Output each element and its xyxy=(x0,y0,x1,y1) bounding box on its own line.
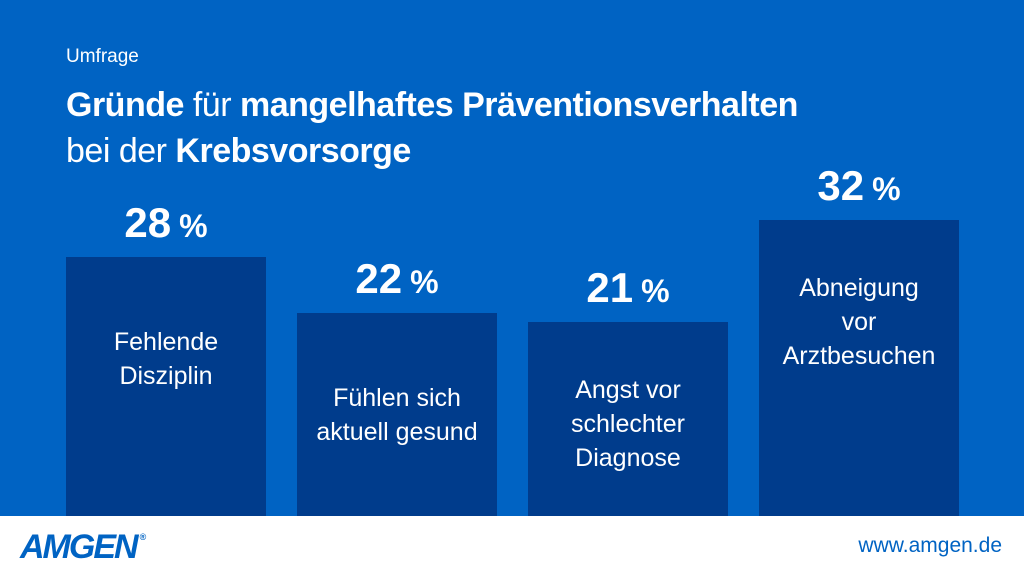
category-line: Fühlen sich xyxy=(333,383,461,412)
footer: AMGEN ® www.amgen.de xyxy=(0,516,1024,576)
value-label-1: 28% xyxy=(66,199,266,247)
bar-3 xyxy=(528,322,728,516)
category-line: Angst vor xyxy=(575,376,681,404)
title-line-2: bei der Krebsvorsorge xyxy=(66,128,798,174)
bar-2 xyxy=(297,312,497,516)
category-label-1: Fehlende Disziplin xyxy=(66,325,266,393)
title-connector: für xyxy=(183,86,240,124)
category-line: Diagnose xyxy=(575,444,681,472)
value-unit: % xyxy=(410,263,439,300)
logo-text: AMGEN xyxy=(20,528,139,566)
value-label-2: 22% xyxy=(297,255,497,303)
value-label-3: 21% xyxy=(528,264,728,312)
title-line-1: Gründe für mangelhaftes Präventionsverha… xyxy=(66,82,798,128)
chart-title: Gründe für mangelhaftes Präventionsverha… xyxy=(66,82,798,174)
category-label-3: Angst vor schlechter Diagnose xyxy=(528,373,728,475)
registered-mark: ® xyxy=(139,532,147,542)
value-number: 21 xyxy=(586,264,634,311)
title-bold-screening: Krebsvorsorge xyxy=(175,132,411,170)
amgen-logo[interactable]: AMGEN ® xyxy=(20,528,146,567)
category-line: aktuell gesund xyxy=(316,417,478,446)
value-number: 28 xyxy=(124,199,172,247)
value-unit: % xyxy=(641,273,670,309)
category-label-4: Abneigung vor Arztbesuchen xyxy=(759,271,959,373)
category-line: Abneigung xyxy=(799,274,919,303)
bar-1 xyxy=(66,257,266,516)
category-line: Disziplin xyxy=(119,362,213,391)
value-label-4: 32% xyxy=(759,162,959,210)
category-line: Fehlende xyxy=(113,328,219,357)
value-unit: % xyxy=(179,208,208,245)
bar-4 xyxy=(759,220,959,516)
bar-chart: 28% Fehlende Disziplin 22% Fühlen sich aktuel… xyxy=(66,162,959,516)
title-bold-reasons: Gründe xyxy=(66,86,184,124)
title-regular-part: bei der xyxy=(66,132,176,170)
category-line: Arztbesuchen xyxy=(782,342,936,371)
category-line: vor xyxy=(841,308,877,337)
value-number: 32 xyxy=(817,162,865,210)
category-line: schlechter xyxy=(571,410,685,438)
kicker-label: Umfrage xyxy=(66,46,139,67)
value-number: 22 xyxy=(355,254,403,302)
value-unit: % xyxy=(872,171,901,208)
category-label-2: Fühlen sich aktuell gesund xyxy=(297,381,497,449)
title-bold-behavior: mangelhaftes Präventionsverhalten xyxy=(239,86,798,124)
website-link[interactable]: www.amgen.de xyxy=(858,534,1002,557)
